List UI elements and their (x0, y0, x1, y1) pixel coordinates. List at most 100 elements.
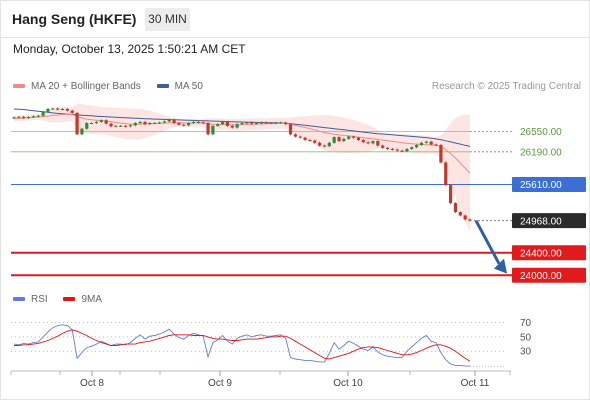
candle (434, 144, 438, 146)
level-tag-25610.00 (512, 176, 586, 192)
forecast-arrow-head (494, 258, 507, 274)
candle (288, 124, 293, 135)
level-label-24000.00: 24000.00 (520, 271, 562, 282)
rsi-swatch (13, 297, 25, 302)
ma50-swatch (156, 84, 169, 89)
candle (332, 137, 336, 143)
candle (269, 123, 273, 125)
candle (448, 185, 453, 204)
candle (128, 125, 133, 127)
candle (240, 123, 244, 125)
candle (395, 149, 399, 151)
candle (12, 117, 16, 119)
forecast-arrow-line (474, 219, 501, 265)
rsi-axis-label-50: 50 (520, 332, 532, 343)
candle (114, 125, 118, 127)
candle (177, 123, 181, 125)
candle (211, 125, 215, 135)
copyright: Research © 2025 Trading Central (431, 81, 581, 92)
candle (366, 142, 370, 144)
candle (347, 136, 351, 139)
candle (60, 108, 65, 110)
candle (356, 137, 361, 140)
candle (429, 141, 433, 145)
candle (162, 121, 166, 123)
rsi-legend: RSI 9MA (13, 294, 102, 305)
candle (381, 145, 385, 148)
level-tag-24400.00 (512, 245, 586, 261)
candle (26, 117, 31, 119)
level-tag-26550.00 (512, 124, 586, 140)
candle (250, 122, 254, 124)
candle (235, 124, 239, 128)
candle (153, 123, 157, 125)
candle (216, 124, 220, 126)
candle (274, 122, 278, 124)
x-tick-label-Oct-10: Oct 10 (333, 378, 363, 389)
candle (415, 145, 419, 148)
candle (17, 116, 21, 118)
candle (259, 122, 264, 124)
candle (390, 148, 394, 150)
candle (80, 128, 84, 135)
level-label-25610.00: 25610.00 (520, 180, 562, 191)
candle (439, 145, 443, 163)
candle (191, 121, 196, 124)
candle (99, 120, 103, 122)
candle (405, 148, 409, 152)
x-tick-label-Oct-11: Oct 11 (461, 378, 490, 389)
title-bar: Hang Seng (HKFE) 30 MIN (1, 1, 589, 38)
x-tick-label-Oct-8: Oct 8 (80, 378, 104, 389)
candle (264, 122, 268, 124)
level-label-26550.00: 26550.00 (520, 127, 562, 138)
candle (206, 123, 210, 135)
rsi-ma-legend-label: 9MA (81, 294, 103, 305)
candle (36, 115, 40, 117)
candle (419, 142, 424, 146)
ma20-swatch (13, 84, 25, 89)
candle (109, 123, 113, 127)
candle (254, 123, 259, 125)
candle (410, 147, 414, 149)
candle (123, 125, 128, 127)
candle (351, 136, 356, 138)
candle (31, 116, 36, 118)
candle (245, 122, 249, 124)
candle (458, 212, 462, 216)
candle (201, 122, 205, 124)
candle (143, 121, 147, 125)
candle (85, 123, 89, 129)
candle (41, 111, 45, 116)
candle (376, 141, 380, 146)
candle (70, 110, 74, 113)
level-tag-24000.00 (512, 267, 586, 283)
bollinger-band (14, 103, 470, 232)
level-tag-26190.00 (512, 144, 586, 160)
candle (167, 119, 171, 122)
candle (148, 123, 152, 125)
candle (90, 123, 94, 125)
rsi-ma-swatch (63, 297, 76, 302)
candle (56, 108, 60, 110)
candle (293, 134, 297, 137)
level-label-26190.00: 26190.00 (520, 147, 562, 158)
candle (51, 108, 55, 110)
candle (298, 136, 302, 138)
candle (196, 121, 200, 123)
rsi-axis-label-30: 30 (520, 347, 532, 358)
candle (187, 123, 191, 126)
ma50-line (13, 108, 471, 147)
candle (303, 137, 307, 140)
candle (22, 116, 26, 118)
candle (308, 139, 312, 141)
candle (424, 141, 428, 143)
timeframe-badge[interactable]: 30 MIN (145, 8, 190, 31)
candle (119, 125, 123, 127)
candle (104, 120, 108, 124)
candle (220, 121, 225, 125)
candle (322, 145, 327, 147)
candle (172, 119, 176, 124)
candle (342, 138, 346, 142)
candle (182, 124, 186, 126)
